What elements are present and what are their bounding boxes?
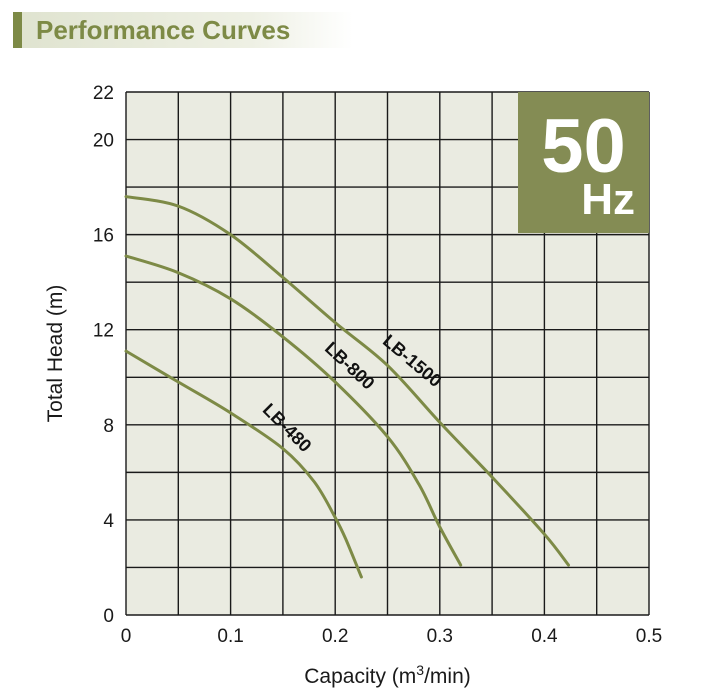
x-tick-label: 0.1 bbox=[217, 626, 243, 647]
x-axis-ticks: 0 0.1 0.2 0.3 0.4 0.5 bbox=[121, 626, 663, 647]
y-tick-label: 22 bbox=[93, 83, 114, 104]
y-axis-ticks: 0 4 8 12 16 20 22 bbox=[93, 83, 115, 627]
title-band bbox=[13, 12, 353, 48]
title-accent-bar bbox=[13, 12, 22, 48]
x-tick-label: 0.2 bbox=[322, 626, 348, 647]
y-axis-label: Total Head (m) bbox=[44, 285, 67, 423]
y-tick-label: 8 bbox=[103, 416, 114, 437]
curve-lb-800 bbox=[124, 254, 463, 567]
x-tick-label: 0.3 bbox=[427, 626, 453, 647]
y-tick-label: 12 bbox=[93, 321, 114, 342]
badge-value: 50 bbox=[541, 104, 626, 189]
x-axis-label-text: Capacity (m bbox=[304, 665, 416, 688]
badge-background bbox=[518, 92, 649, 233]
frequency-badge: 50 Hz bbox=[518, 92, 649, 233]
x-tick-label: 0 bbox=[121, 626, 132, 647]
y-tick-label: 0 bbox=[103, 606, 114, 627]
x-tick-label: 0.4 bbox=[531, 626, 558, 647]
y-tick-label: 4 bbox=[103, 511, 114, 532]
badge-unit: Hz bbox=[581, 175, 635, 224]
x-axis-label: Capacity (m3/min) bbox=[304, 662, 471, 688]
x-tick-label: 0.5 bbox=[636, 626, 662, 647]
x-axis-label-tail: /min) bbox=[424, 665, 471, 688]
y-tick-label: 16 bbox=[93, 226, 114, 247]
curve-lb-1500 bbox=[124, 195, 570, 567]
page-title: Performance Curves bbox=[36, 15, 291, 45]
curve-lb-480 bbox=[124, 349, 363, 579]
y-tick-label: 20 bbox=[93, 131, 114, 152]
x-axis-label-superscript: 3 bbox=[416, 662, 424, 678]
